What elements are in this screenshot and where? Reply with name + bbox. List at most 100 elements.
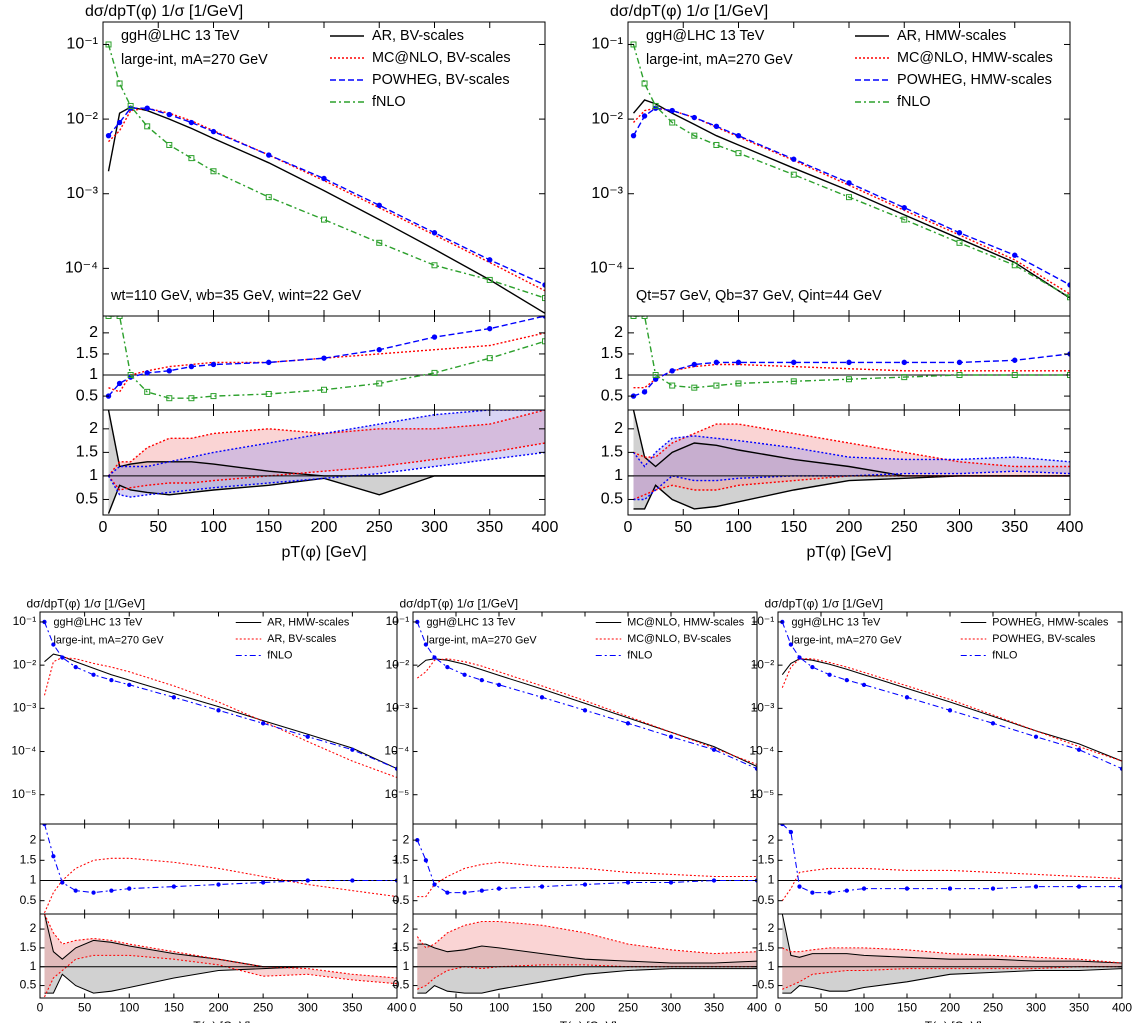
x-tick-label: 250 [983, 1000, 1003, 1014]
marker [735, 132, 742, 139]
x-tick-label: 200 [575, 1000, 595, 1014]
y-tick-label: 1.5 [393, 940, 410, 954]
marker [1067, 294, 1070, 301]
x-tick-label: 350 [1069, 1000, 1089, 1014]
band [108, 410, 545, 490]
marker [539, 884, 545, 889]
y-tick-label: 1.5 [76, 345, 98, 362]
y-tick-label: 0.5 [76, 387, 98, 404]
x-tick-label: 50 [449, 1000, 463, 1014]
marker [691, 114, 697, 121]
chart: 10⁻¹ 10⁻² 10⁻³ 10⁻⁴ 10⁻⁵ 0.5 1 1.5 2 0.5 1 1.5 2 0 50 1… [749, 597, 1132, 1023]
plot-area [778, 824, 1122, 902]
marker [791, 359, 797, 366]
series-line [417, 861, 757, 898]
marker [901, 204, 907, 211]
legend-label: AR, BV-scales [267, 633, 337, 645]
marker [496, 886, 502, 891]
marker [496, 682, 502, 687]
marker [487, 257, 493, 263]
annotation: ggH@LHC 13 TeV [54, 616, 144, 628]
marker [144, 370, 150, 376]
marker [947, 886, 953, 891]
series-line [416, 658, 757, 767]
marker [51, 642, 56, 647]
band [44, 914, 397, 994]
y-tick-label: 10⁻¹ [13, 614, 37, 628]
series-line [781, 824, 1122, 894]
marker [669, 119, 676, 126]
series-line [416, 920, 757, 955]
band [417, 944, 757, 994]
annotation: large-int, mA=270 GeV [54, 634, 165, 646]
marker [542, 295, 545, 302]
marker [479, 677, 484, 683]
marker [127, 102, 134, 109]
x-axis-label: pT(φ) [GeV] [187, 1019, 251, 1023]
marker [810, 664, 815, 670]
marker [376, 239, 383, 246]
x-axis-label: pT(φ) [GeV] [281, 544, 366, 561]
marker [788, 642, 794, 647]
y-tick-label: 2 [403, 921, 410, 935]
marker [216, 708, 221, 713]
series-line [781, 914, 1122, 964]
x-tick-label: 0 [37, 1000, 44, 1014]
marker [956, 372, 963, 379]
marker [1012, 357, 1018, 363]
x-tick-label: 200 [836, 519, 863, 536]
y-tick-label: 1 [614, 366, 623, 383]
series-line [107, 107, 545, 286]
y-tick-label: 1 [89, 366, 98, 383]
marker [321, 175, 327, 182]
marker [827, 672, 832, 677]
y-tick-label: 1 [403, 873, 410, 887]
marker [210, 128, 217, 135]
x-tick-label: 350 [476, 519, 503, 536]
marker [91, 890, 96, 895]
marker [844, 888, 849, 893]
annotation: wt=110 GeV, wb=35 GeV, wint=22 GeV [110, 288, 362, 304]
y-tick-label: 2 [403, 832, 410, 846]
legend-label: POWHEG, HMW-scales [992, 616, 1109, 628]
marker [861, 682, 867, 687]
y-tick-label: 10⁻⁴ [384, 744, 409, 758]
marker [431, 369, 438, 376]
series-line [108, 332, 545, 393]
series-line [107, 451, 545, 498]
series-line [632, 107, 1070, 295]
marker [691, 132, 698, 139]
y-tick-label: 10⁻¹ [751, 614, 775, 628]
y-axis-label: dσ/dpT(φ) 1/σ [1/GeV] [85, 3, 243, 20]
marker [668, 880, 674, 885]
x-tick-label: 400 [532, 519, 559, 536]
y-tick-label: 1 [30, 959, 37, 973]
y-tick-label: 2 [614, 420, 623, 437]
marker [260, 880, 266, 885]
marker [1033, 884, 1039, 889]
series-line [107, 106, 545, 314]
plot-area [630, 41, 1070, 301]
annotation: large-int, mA=270 GeV [121, 52, 268, 68]
series-line [107, 410, 545, 477]
plot-area [105, 41, 545, 314]
x-tick-label: 50 [149, 519, 167, 536]
marker [1033, 734, 1039, 739]
y-tick-label: 10⁻² [386, 657, 410, 671]
y-tick-label: 1 [403, 959, 410, 973]
plot-area [40, 914, 397, 998]
marker [445, 890, 450, 895]
marker [144, 105, 150, 111]
band [417, 921, 757, 990]
marker [116, 380, 123, 387]
series-line [633, 470, 1070, 501]
marker [431, 230, 438, 236]
y-tick-label: 1.5 [20, 852, 37, 866]
y-tick-label: 2 [89, 420, 98, 437]
series-line [632, 435, 1070, 468]
marker [265, 390, 272, 397]
marker [861, 886, 867, 891]
series-line [633, 316, 1070, 389]
marker [376, 202, 382, 208]
marker [188, 119, 195, 126]
